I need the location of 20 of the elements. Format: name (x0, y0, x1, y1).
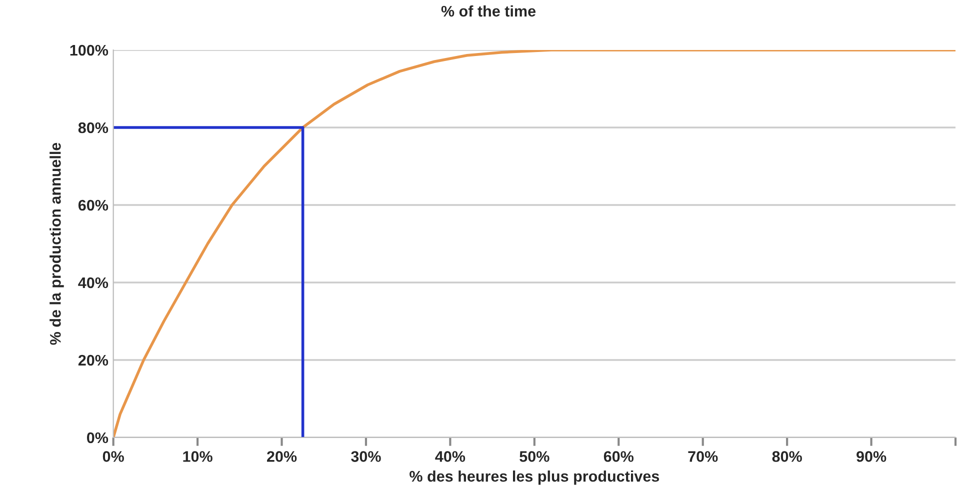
x-tick-label: 60% (604, 451, 634, 462)
x-tick-label: 30% (351, 451, 381, 462)
x-tick-label: 10% (183, 451, 212, 462)
x-tick-label: 70% (688, 451, 718, 462)
y-tick-label: 100% (70, 44, 108, 56)
x-tick-label: 50% (520, 451, 550, 462)
x-tick-label: 20% (267, 451, 297, 462)
y-tick-label: 40% (78, 277, 108, 288)
x-tick-label: 0% (102, 451, 124, 462)
line-series (113, 50, 956, 438)
chart-title: % of the time (441, 5, 536, 17)
x-tick-label: 90% (856, 451, 886, 462)
y-tick-label: 20% (78, 354, 108, 366)
x-tick-label: 80% (772, 451, 802, 462)
y-tick-label: 0% (86, 432, 108, 444)
y-tick-label: 80% (78, 122, 108, 134)
x-axis-title: % des heures les plus productives (410, 470, 660, 485)
y-tick-label: 60% (78, 200, 108, 211)
x-tick-label: 40% (435, 451, 466, 462)
y-axis-title: % de la production annuelle (50, 142, 64, 345)
